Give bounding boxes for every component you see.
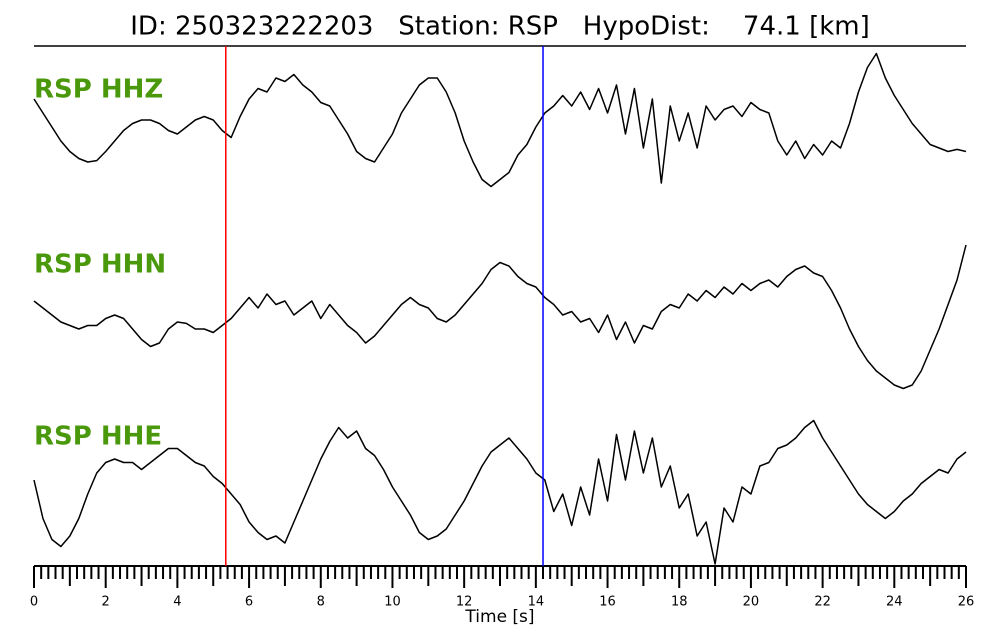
x-axis-label: Time [s] [464, 607, 534, 627]
x-tick-label: 18 [671, 595, 688, 610]
x-tick-label: 20 [743, 595, 760, 610]
x-tick-label: 24 [886, 595, 903, 610]
trace-label: RSP HHE [34, 422, 162, 452]
x-tick-label: 14 [528, 595, 545, 610]
chart-title: ID: 250323222203 Station: RSP HypoDist: … [130, 12, 870, 42]
x-tick-label: 16 [599, 595, 616, 610]
x-tick-label: 22 [814, 595, 831, 610]
x-tick-label: 0 [30, 595, 38, 610]
x-tick-label: 10 [384, 595, 401, 610]
x-tick-label: 4 [173, 595, 181, 610]
x-tick-label: 2 [102, 595, 110, 610]
trace [33, 419, 967, 565]
trace-label: RSP HHN [34, 250, 166, 280]
x-tick-label: 12 [456, 595, 473, 610]
trace [33, 52, 967, 188]
x-tick-label: 26 [958, 595, 975, 610]
x-tick-label: 8 [317, 595, 325, 610]
trace [33, 244, 967, 390]
x-tick-label: 6 [245, 595, 253, 610]
trace-label: RSP HHZ [34, 75, 163, 105]
